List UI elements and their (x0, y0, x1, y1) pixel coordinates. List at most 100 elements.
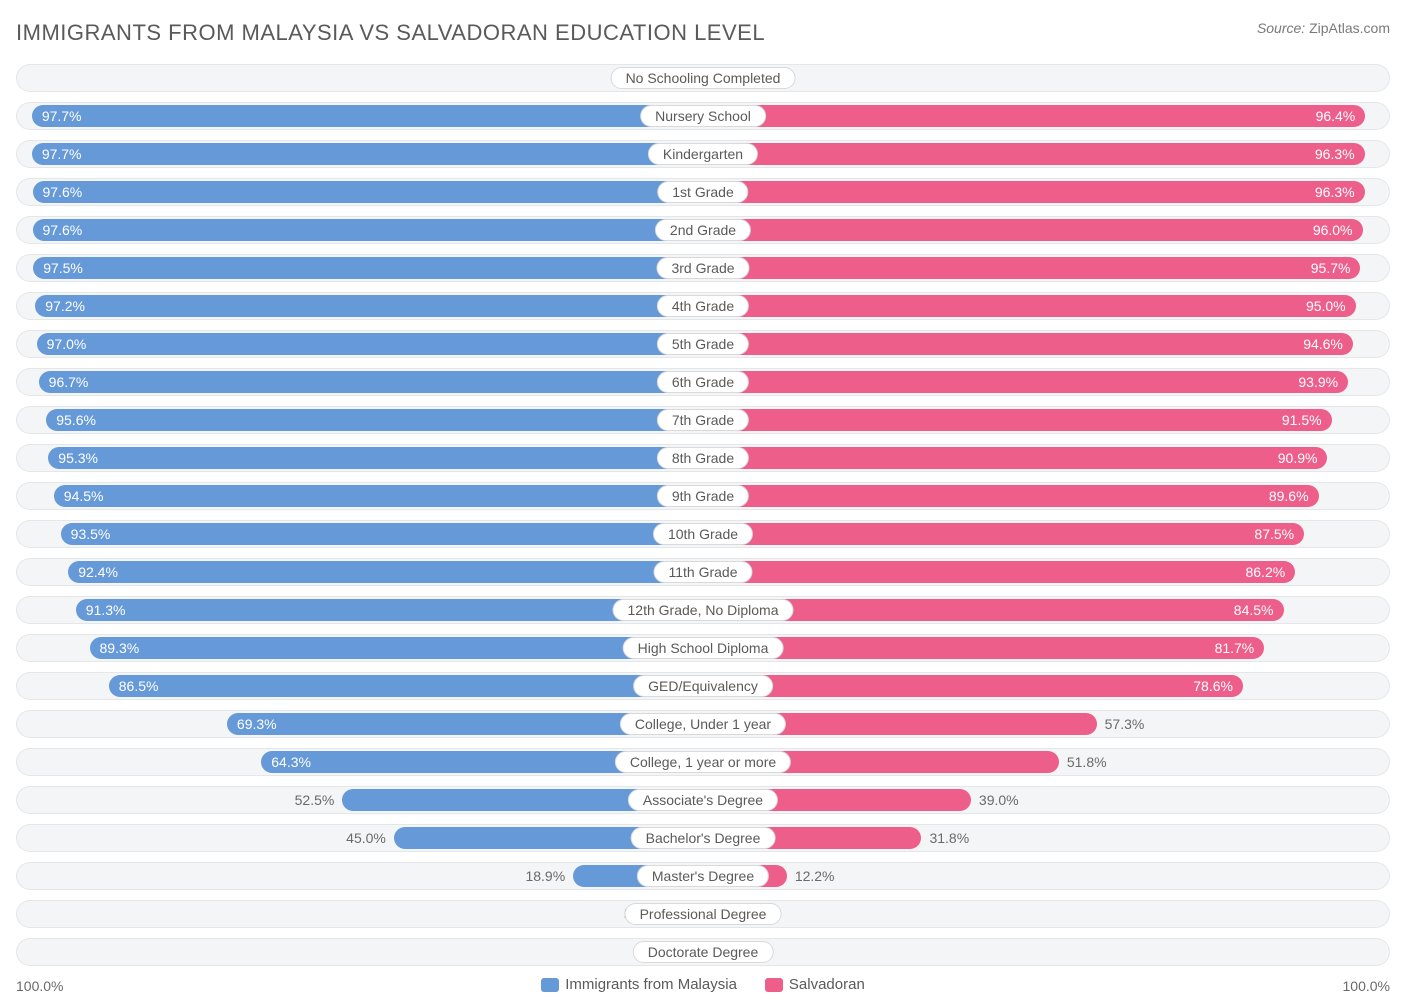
right-percent: 94.6% (1293, 336, 1353, 352)
chart-row: 97.7%96.4%Nursery School (16, 102, 1390, 130)
category-label: Associate's Degree (628, 789, 778, 811)
chart-title: IMMIGRANTS FROM MALAYSIA VS SALVADORAN E… (16, 20, 765, 46)
chart-row: 95.3%90.9%8th Grade (16, 444, 1390, 472)
chart-row: 89.3%81.7%High School Diploma (16, 634, 1390, 662)
chart-row: 97.6%96.0%2nd Grade (16, 216, 1390, 244)
right-bar (703, 257, 1360, 279)
chart-row: 2.3%3.7%No Schooling Completed (16, 64, 1390, 92)
right-half: 95.0% (703, 292, 1390, 320)
right-half: 1.5% (703, 938, 1390, 966)
category-label: Nursery School (640, 105, 766, 127)
category-label: 11th Grade (653, 561, 752, 583)
right-percent: 93.9% (1288, 374, 1348, 390)
category-label: 5th Grade (657, 333, 749, 355)
chart-row: 97.0%94.6%5th Grade (16, 330, 1390, 358)
right-bar (703, 485, 1319, 507)
right-bar (703, 371, 1348, 393)
right-bar (703, 105, 1365, 127)
left-half: 18.9% (16, 862, 703, 890)
left-bar (32, 105, 703, 127)
legend-label-right: Salvadoran (789, 976, 865, 993)
right-half: 3.7% (703, 64, 1390, 92)
right-half: 94.6% (703, 330, 1390, 358)
category-label: Master's Degree (637, 865, 769, 887)
left-percent: 97.7% (32, 146, 92, 162)
left-percent: 91.3% (76, 602, 136, 618)
chart-row: 97.5%95.7%3rd Grade (16, 254, 1390, 282)
legend-swatch-right (765, 978, 783, 992)
right-percent: 57.3% (1097, 716, 1153, 732)
right-half: 3.5% (703, 900, 1390, 928)
left-track (16, 64, 703, 92)
right-percent: 12.2% (787, 868, 843, 884)
left-half: 89.3% (16, 634, 703, 662)
right-bar (703, 637, 1264, 659)
legend-item-left: Immigrants from Malaysia (541, 976, 737, 993)
left-half: 96.7% (16, 368, 703, 396)
right-percent: 91.5% (1272, 412, 1332, 428)
category-label: 3rd Grade (656, 257, 749, 279)
category-label: 12th Grade, No Diploma (613, 599, 794, 621)
axis-right-max: 100.0% (1343, 978, 1390, 994)
left-percent: 93.5% (61, 526, 121, 542)
category-label: College, Under 1 year (620, 713, 786, 735)
chart-row: 5.7%3.5%Professional Degree (16, 900, 1390, 928)
left-percent: 95.3% (48, 450, 108, 466)
left-percent: 97.2% (35, 298, 95, 314)
right-percent: 51.8% (1059, 754, 1115, 770)
legend-label-left: Immigrants from Malaysia (565, 976, 737, 993)
left-percent: 64.3% (261, 754, 321, 770)
left-half: 95.3% (16, 444, 703, 472)
category-label: 8th Grade (657, 447, 749, 469)
category-label: Professional Degree (625, 903, 782, 925)
right-half: 12.2% (703, 862, 1390, 890)
left-half: 97.7% (16, 102, 703, 130)
left-half: 52.5% (16, 786, 703, 814)
chart-row: 95.6%91.5%7th Grade (16, 406, 1390, 434)
chart-row: 69.3% 57.3% College, Under 1 year (16, 710, 1390, 738)
category-label: 7th Grade (657, 409, 749, 431)
right-half: 81.7% (703, 634, 1390, 662)
right-bar (703, 409, 1332, 431)
chart-row: 97.6%96.3%1st Grade (16, 178, 1390, 206)
left-percent: 92.4% (68, 564, 128, 580)
right-percent: 31.8% (921, 830, 977, 846)
left-percent: 52.5% (287, 792, 343, 808)
category-label: Kindergarten (648, 143, 758, 165)
left-half: 91.3% (16, 596, 703, 624)
left-bar (46, 409, 703, 431)
right-half: 96.3% (703, 140, 1390, 168)
category-label: College, 1 year or more (615, 751, 791, 773)
left-half: 92.4% (16, 558, 703, 586)
left-percent: 97.6% (33, 222, 93, 238)
left-percent: 97.5% (33, 260, 93, 276)
left-bar (33, 181, 704, 203)
left-percent: 96.7% (39, 374, 99, 390)
left-half: 69.3% (16, 710, 703, 738)
category-label: Doctorate Degree (633, 941, 774, 963)
right-bar (703, 523, 1304, 545)
chart-row: 45.0%31.8%Bachelor's Degree (16, 824, 1390, 852)
right-bar (703, 561, 1295, 583)
category-label: 6th Grade (657, 371, 749, 393)
chart-row: 52.5% 39.0% Associate's Degree (16, 786, 1390, 814)
left-track (16, 938, 703, 966)
right-percent: 96.3% (1305, 184, 1365, 200)
left-bar (48, 447, 703, 469)
right-track (703, 938, 1390, 966)
chart-row: 91.3% 84.5%12th Grade, No Diploma (16, 596, 1390, 624)
chart-row: 92.4%86.2%11th Grade (16, 558, 1390, 586)
left-half: 97.6% (16, 178, 703, 206)
left-bar (37, 333, 703, 355)
right-bar (703, 447, 1327, 469)
right-percent: 39.0% (971, 792, 1027, 808)
right-percent: 96.3% (1305, 146, 1365, 162)
right-half: 89.6% (703, 482, 1390, 510)
right-half: 84.5% (703, 596, 1390, 624)
diverging-bar-chart: 2.3%3.7%No Schooling Completed 97.7%96.4%… (10, 64, 1396, 966)
left-percent: 18.9% (517, 868, 573, 884)
left-percent: 97.7% (32, 108, 92, 124)
category-label: High School Diploma (623, 637, 784, 659)
chart-row: 96.7% 93.9% 6th Grade (16, 368, 1390, 396)
left-track (16, 900, 703, 928)
